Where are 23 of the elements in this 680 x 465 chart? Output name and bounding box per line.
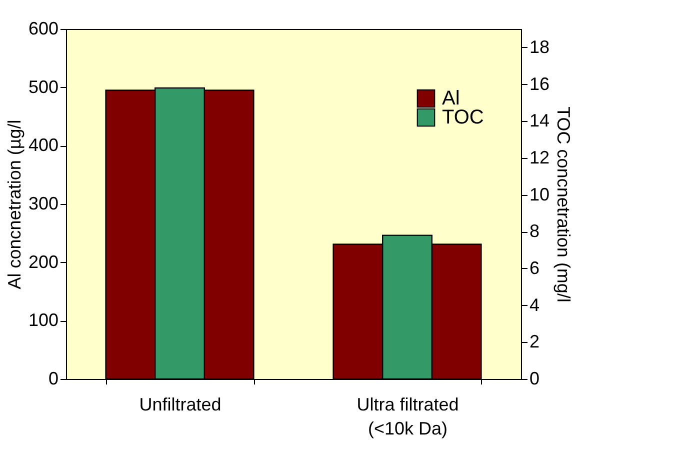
y2-tick-label: 14 <box>530 110 550 131</box>
y-tick-label: 300 <box>28 194 58 214</box>
y-tick-label: 400 <box>28 135 58 156</box>
y2-tick-label: 8 <box>530 221 540 242</box>
y-tick-label: 200 <box>28 252 58 272</box>
y2-tick-label: 2 <box>530 332 540 352</box>
y2-tick-label: 6 <box>530 258 540 278</box>
y2-tick-label: 16 <box>530 74 550 94</box>
x-tick-label: Unfiltrated <box>139 394 222 414</box>
x-tick-label: Ultra filtrated (<10k Da) <box>356 394 459 438</box>
y-tick-label: 500 <box>28 76 58 97</box>
y-axis-title: Al concnetration (µg/l <box>4 120 24 290</box>
y2-tick-label: 0 <box>530 368 540 388</box>
y2-tick-label: 10 <box>530 184 550 204</box>
y2-axis-title: TOC concnetration (mg/l <box>554 106 574 302</box>
y2-tick-label: 4 <box>530 294 540 315</box>
y-tick-label: 100 <box>28 310 58 330</box>
y-tick-label: 600 <box>28 18 58 38</box>
legend-label: Al <box>442 88 460 110</box>
y-tick-label: 0 <box>48 368 58 388</box>
y2-tick-label: 18 <box>530 36 550 57</box>
y2-tick-label: 12 <box>530 147 550 168</box>
legend-label: TOC <box>442 106 484 128</box>
